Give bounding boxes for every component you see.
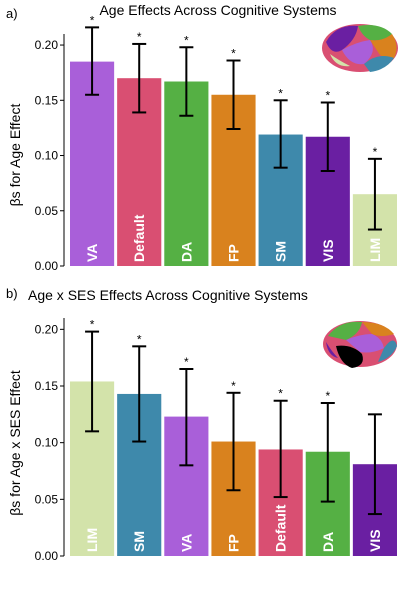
y-tick-label: 0.15: [35, 379, 59, 393]
significance-marker: *: [90, 318, 95, 332]
y-axis-label: βs for Age x SES Effect: [7, 370, 23, 516]
chart-title: Age Effects Across Cognitive Systems: [99, 2, 336, 18]
panel-label: b): [6, 286, 18, 301]
y-tick-label: 0.05: [35, 204, 59, 218]
y-tick-label: 0.15: [35, 93, 59, 107]
category-label: FP: [226, 244, 242, 262]
category-label: SM: [131, 531, 147, 552]
significance-marker: *: [184, 33, 189, 47]
y-tick-label: 0.00: [35, 259, 59, 273]
category-label: VA: [178, 534, 194, 552]
category-label: Default: [131, 214, 147, 262]
y-tick-label: 0.10: [35, 149, 59, 163]
category-label: Default: [273, 504, 289, 552]
significance-marker: *: [231, 379, 236, 393]
y-axis: 0.00 0.05 0.10 0.15 0.20: [35, 34, 65, 273]
category-label: VIS: [320, 239, 336, 262]
category-label: LIM: [367, 238, 383, 262]
category-label: LIM: [84, 528, 100, 552]
panel-label: a): [6, 6, 18, 21]
significance-marker: *: [184, 355, 189, 369]
significance-marker: *: [90, 13, 95, 27]
category-label: DA: [320, 532, 336, 552]
category-label: VIS: [367, 529, 383, 552]
category-label: DA: [178, 242, 194, 262]
category-label: SM: [273, 241, 289, 262]
panel-b: b) Age x SES Effects Across Cognitive Sy…: [6, 286, 397, 563]
chart-title: Age x SES Effects Across Cognitive Syste…: [28, 287, 308, 303]
y-tick-label: 0.05: [35, 492, 59, 506]
y-tick-label: 0.10: [35, 436, 59, 450]
significance-marker: *: [137, 332, 142, 346]
significance-marker: *: [278, 86, 283, 100]
category-label: VA: [84, 244, 100, 262]
bars: * LIM * SM * VA * FP * Default * DA VIS: [70, 318, 397, 556]
y-tick-label: 0.20: [35, 38, 59, 52]
significance-marker: *: [278, 387, 283, 401]
significance-marker: *: [325, 88, 330, 102]
panel-a: a) Age Effects Across Cognitive Systems …: [6, 2, 398, 273]
category-label: FP: [226, 534, 242, 552]
y-tick-label: 0.00: [35, 549, 59, 563]
significance-marker: *: [231, 47, 236, 61]
significance-marker: *: [137, 30, 142, 44]
y-axis: 0.00 0.05 0.10 0.15 0.20: [35, 318, 65, 563]
brain-thumbnail-icon: [323, 321, 397, 368]
significance-marker: *: [373, 145, 378, 159]
bars: * VA * Default * DA * FP * SM * VIS * LIM: [70, 13, 397, 266]
y-axis-label: βs for Age Effect: [7, 104, 23, 207]
y-tick-label: 0.20: [35, 322, 59, 336]
significance-marker: *: [325, 389, 330, 403]
brain-thumbnail-icon: [322, 24, 398, 72]
